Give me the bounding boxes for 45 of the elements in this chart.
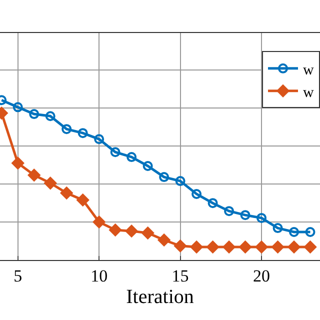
point [174,240,186,252]
point [288,240,300,254]
point [78,128,88,138]
point [158,234,170,246]
x-axis-title: Iteration [126,286,194,308]
point [60,186,73,200]
x-tick-label: 10 [90,266,108,286]
point [109,224,122,236]
point [222,240,236,254]
point [192,188,202,199]
point [94,134,104,144]
point [45,111,56,122]
point [239,240,252,254]
point [126,152,137,162]
point [224,206,234,216]
point [125,224,138,238]
point [29,109,40,120]
point [240,210,250,220]
point [272,223,283,234]
point [12,156,24,170]
legend-label: w [303,62,314,78]
x-tick-label: 5 [14,266,22,286]
point [206,240,219,254]
x-tick-label: 20 [253,266,270,286]
point [256,212,267,223]
point [305,227,316,238]
point [76,194,90,206]
point [92,216,106,228]
point [62,124,72,134]
point [142,161,153,171]
point [175,176,186,186]
point [12,102,23,112]
point [304,240,316,254]
legend-label: w [303,84,314,101]
point [208,198,218,208]
x-tick-label: 15 [172,266,189,286]
point [159,172,170,182]
point [28,168,40,182]
point [272,240,284,254]
point [255,240,268,254]
point [142,226,154,240]
point [289,227,300,238]
point [190,240,203,254]
point [110,147,120,158]
point [44,176,57,190]
